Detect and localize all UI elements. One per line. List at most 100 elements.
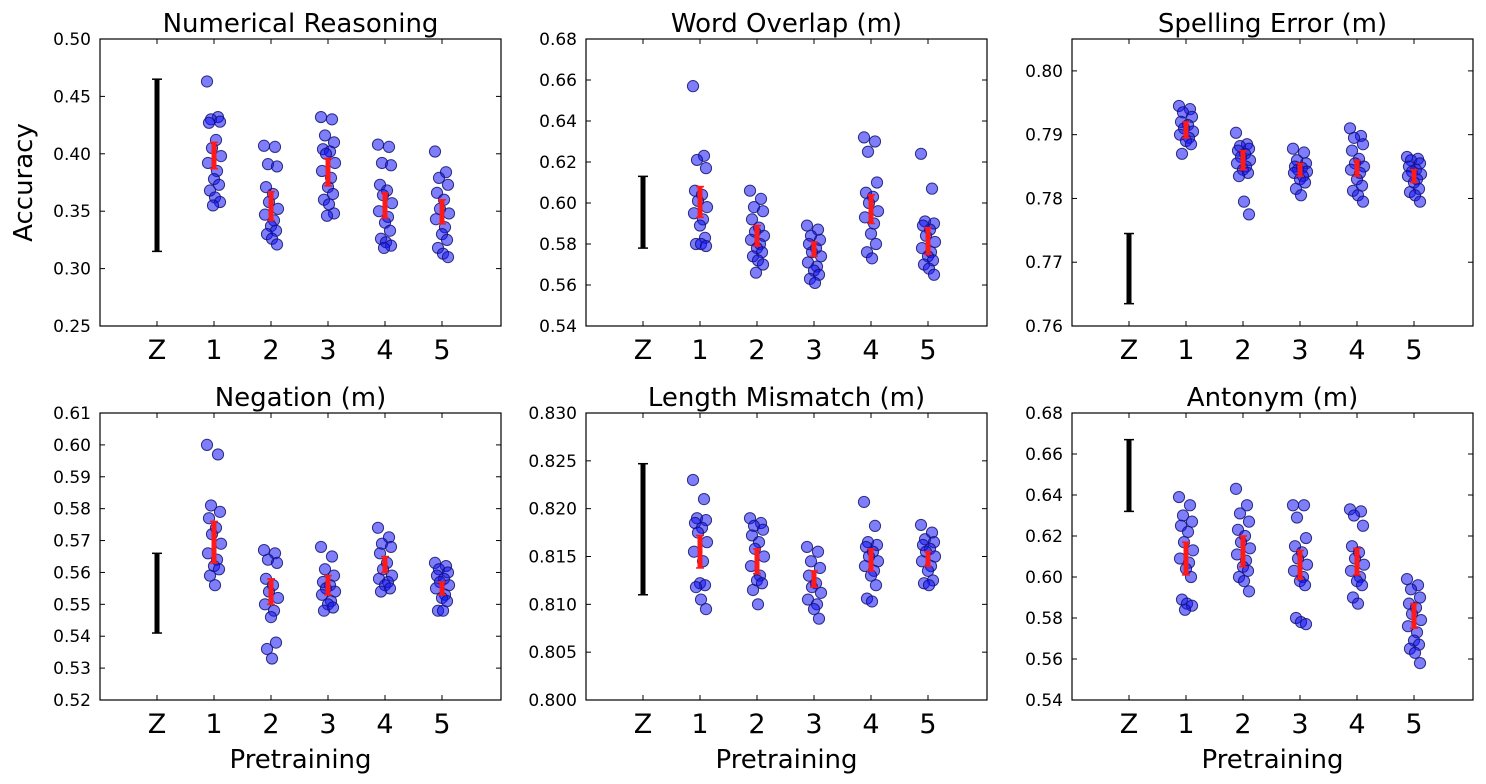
data-point bbox=[914, 518, 928, 532]
y-tick-label: 0.62 bbox=[1025, 527, 1063, 547]
subplot-2: Word Overlap (m) 0.54 0.56 0.58 0.60 0.62 0.64… bbox=[539, 9, 988, 366]
x-tick-label: 1 bbox=[1177, 709, 1194, 740]
data-point bbox=[1172, 490, 1186, 504]
y-tick-label: 0.805 bbox=[528, 643, 577, 663]
data-point bbox=[756, 523, 770, 536]
data-point bbox=[384, 540, 398, 554]
data-point bbox=[914, 147, 928, 160]
data-point bbox=[1413, 591, 1427, 604]
data-point bbox=[1355, 579, 1369, 592]
data-point bbox=[1300, 558, 1314, 571]
x-tick-label: 4 bbox=[1348, 709, 1365, 740]
data-point bbox=[206, 199, 220, 212]
data-point bbox=[925, 182, 939, 195]
y-tick-label: 0.79 bbox=[1025, 126, 1063, 146]
data-point bbox=[1297, 499, 1311, 512]
data-point bbox=[1242, 515, 1256, 528]
data-point bbox=[440, 233, 454, 246]
y-tick-label: 0.68 bbox=[1025, 404, 1063, 424]
data-point bbox=[1298, 579, 1312, 592]
subplot-title: Numerical Reasoning bbox=[163, 9, 439, 39]
data-point bbox=[1414, 613, 1428, 627]
data-point bbox=[200, 438, 214, 451]
x-tick-label: Z bbox=[634, 709, 653, 740]
y-tick-label: 0.800 bbox=[528, 691, 577, 711]
y-tick-label: 0.77 bbox=[1025, 253, 1063, 273]
y-tick-label: 0.54 bbox=[53, 627, 91, 647]
subplot-6: Antonym (m) 0.54 0.56 0.58 0.60 0.62 0.64 0.66 0… bbox=[1025, 383, 1474, 775]
data-point bbox=[314, 110, 328, 124]
plot-frame bbox=[1071, 38, 1474, 327]
y-tick-label: 0.53 bbox=[53, 659, 91, 679]
data-point bbox=[922, 579, 936, 592]
y-tick-label: 0.60 bbox=[539, 194, 577, 214]
data-point bbox=[1347, 509, 1361, 522]
y-tick-label: 0.50 bbox=[53, 30, 91, 50]
data-point bbox=[745, 213, 759, 226]
data-point bbox=[269, 636, 283, 649]
data-point bbox=[208, 579, 222, 592]
data-point bbox=[436, 604, 450, 617]
data-point bbox=[1299, 531, 1313, 545]
data-point bbox=[1237, 575, 1251, 588]
data-point bbox=[1184, 138, 1198, 151]
x-tick-label: 4 bbox=[376, 335, 393, 366]
data-point bbox=[1356, 195, 1370, 208]
data-point bbox=[686, 80, 700, 93]
y-tick-label: 0.45 bbox=[53, 87, 91, 107]
data-point bbox=[214, 537, 228, 550]
data-point bbox=[270, 238, 284, 251]
data-point bbox=[318, 563, 332, 576]
data-point bbox=[200, 75, 214, 88]
x-tick-label: 3 bbox=[805, 709, 822, 740]
data-point bbox=[271, 202, 285, 216]
y-tick-label: 0.40 bbox=[53, 145, 91, 165]
subplot-title: Spelling Error (m) bbox=[1158, 9, 1387, 39]
subplot-title: Negation (m) bbox=[215, 383, 387, 413]
x-tick-label: 1 bbox=[691, 709, 708, 740]
data-point bbox=[869, 579, 883, 592]
x-tick-label: 5 bbox=[1405, 335, 1422, 366]
data-point bbox=[442, 207, 456, 220]
y-axis-label: Accuracy bbox=[9, 123, 39, 242]
y-tick-label: 0.66 bbox=[539, 71, 577, 91]
data-point bbox=[1404, 583, 1418, 596]
data-point bbox=[749, 266, 763, 279]
data-point bbox=[212, 563, 226, 576]
data-point bbox=[320, 209, 334, 222]
data-point bbox=[385, 197, 399, 210]
data-point bbox=[754, 192, 768, 205]
x-tick-label: 4 bbox=[862, 709, 879, 740]
data-point bbox=[927, 268, 941, 281]
y-tick-label: 0.78 bbox=[1025, 189, 1063, 209]
data-point bbox=[864, 227, 878, 240]
data-point bbox=[699, 603, 713, 616]
y-tick-label: 0.60 bbox=[1025, 568, 1063, 588]
data-point bbox=[694, 593, 708, 606]
data-point bbox=[314, 540, 328, 554]
data-point bbox=[428, 145, 442, 158]
data-point bbox=[1243, 542, 1257, 555]
data-point bbox=[1237, 195, 1251, 208]
data-point bbox=[214, 149, 228, 163]
x-tick-label: 2 bbox=[1234, 335, 1251, 366]
data-point bbox=[871, 205, 885, 218]
data-point bbox=[374, 585, 388, 598]
y-tick-label: 0.815 bbox=[528, 548, 577, 568]
data-point bbox=[318, 129, 332, 142]
y-tick-label: 0.35 bbox=[53, 202, 91, 222]
data-point bbox=[812, 612, 826, 625]
data-point bbox=[1233, 507, 1247, 520]
y-tick-label: 0.820 bbox=[528, 500, 577, 520]
data-point bbox=[865, 595, 879, 608]
data-point bbox=[1413, 657, 1427, 670]
data-point bbox=[260, 642, 274, 656]
data-point bbox=[1286, 499, 1300, 512]
data-point bbox=[690, 153, 704, 167]
y-tick-label: 0.56 bbox=[1025, 650, 1063, 670]
data-point bbox=[686, 473, 700, 487]
data-point bbox=[1356, 519, 1370, 532]
x-tick-label: 4 bbox=[1348, 335, 1365, 366]
y-tick-label: 0.61 bbox=[53, 404, 91, 424]
data-point bbox=[1185, 515, 1199, 528]
